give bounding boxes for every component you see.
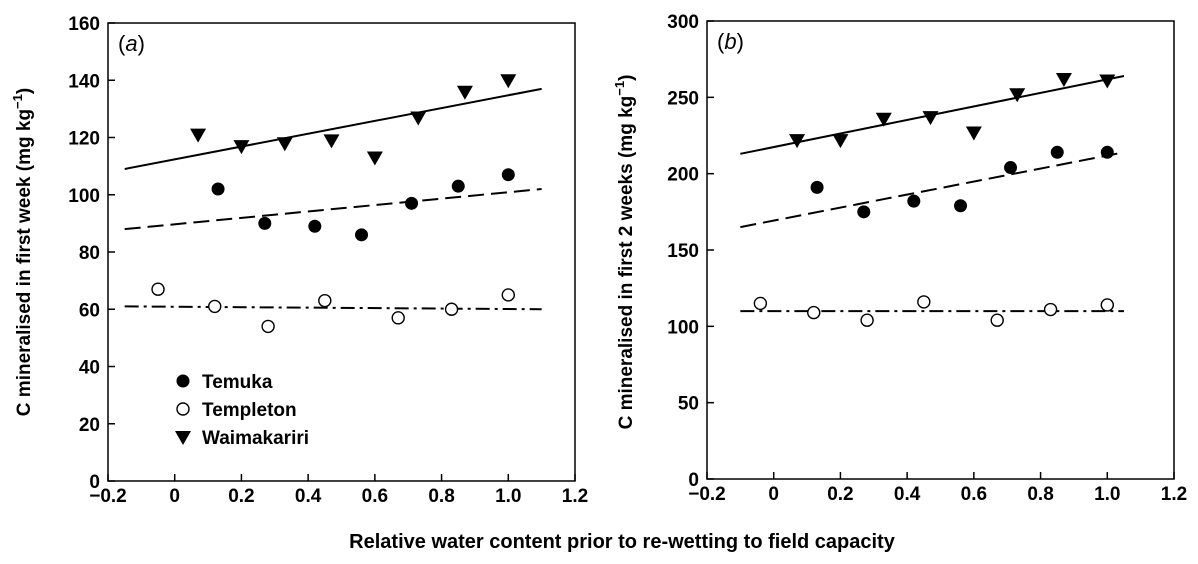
point-templeton [261,319,275,334]
point-temuka [211,182,225,196]
point-temuka [1004,161,1018,175]
y-tick-label: 150 [667,241,699,262]
point-templeton [151,282,165,296]
point-templeton [391,311,405,325]
fit-line-temuka [124,188,542,231]
point-temuka [857,205,871,219]
point-waimakariri [190,128,207,143]
point-waimakariri [832,134,849,149]
point-temuka [501,168,515,182]
point-templeton [501,288,515,302]
x-tick-label: 1.0 [1094,484,1120,505]
point-temuka [451,179,465,193]
point-waimakariri [1055,73,1072,88]
x-tick-label: 0.8 [428,486,454,507]
panel-label: (b) [717,29,744,54]
x-tick-label: 1.0 [495,486,521,507]
y-tick-label: 300 [667,12,699,33]
fit-line-waimakariri [124,87,542,170]
point-waimakariri [1099,74,1116,89]
x-tick-label: 0.4 [295,486,322,507]
y-axis-label: C mineralised in first 2 weeks (mg kg−1) [612,75,637,430]
x-axis-label: Relative water content prior to re-wetti… [349,531,896,553]
panel-label: (a) [118,31,145,56]
point-templeton [444,302,459,316]
y-tick-label: 200 [667,165,699,186]
point-templeton [1100,298,1114,312]
point-templeton [917,295,931,309]
x-tick-label: 0.6 [362,486,388,507]
point-waimakariri [233,140,250,155]
point-temuka [355,228,369,242]
legend-label: Temuka [202,372,273,393]
y-tick-label: 0 [89,472,100,493]
point-templeton [807,305,821,320]
x-tick-label: 1.2 [562,486,588,507]
x-tick-label: 0.4 [894,484,921,505]
x-tick-label: 0.6 [961,484,987,505]
y-tick-label: 120 [68,129,100,150]
point-waimakariri [366,151,383,166]
point-waimakariri [922,111,939,126]
y-tick-label: 140 [68,71,100,92]
x-tick-label: 0.2 [228,486,254,507]
legend-label: Waimakariri [202,428,309,449]
panel-a: −0.2 0 0.2 0.4 0.6 0.8 1.0 1.202040608010012014… [10,14,588,507]
point-waimakariri [500,74,517,89]
y-tick-label: 20 [79,415,100,436]
point-temuka [258,216,272,230]
point-waimakariri [875,112,892,127]
y-tick-label: 40 [79,358,100,379]
y-tick-label: 100 [667,317,699,338]
panel-b: −0.2 0 0.2 0.4 0.6 0.8 1.0 1.205010015020025030… [612,12,1187,505]
point-waimakariri [1009,88,1026,103]
y-tick-label: 100 [68,186,100,207]
point-templeton [990,313,1004,327]
legend-marker-temuka [176,374,190,388]
point-templeton [860,313,874,327]
x-tick-label: −0.2 [688,484,726,505]
fit-line-temuka [740,151,1125,229]
y-tick-label: 160 [68,14,100,35]
x-tick-label: −0.2 [89,486,127,507]
point-templeton [1043,302,1058,317]
x-tick-label: 1.2 [1161,484,1187,505]
point-temuka [405,196,419,210]
y-tick-label: 60 [79,300,100,321]
legend-label: Templeton [202,400,297,421]
point-temuka [810,180,824,194]
x-tick-label: 0 [768,484,779,505]
legend-marker-waimakariri [175,431,191,445]
x-tick-label: 0 [169,486,180,507]
point-templeton [318,293,332,308]
legend: Temuka Templeton Waimakariri [175,372,309,449]
y-tick-label: 50 [678,394,699,415]
point-temuka [308,219,322,233]
point-templeton [753,296,768,311]
y-tick-label: 80 [79,243,100,264]
plot-frame [706,20,1175,480]
point-waimakariri [410,111,427,126]
legend-marker-templeton [176,402,190,416]
point-waimakariri [323,134,340,149]
point-temuka [954,199,968,213]
point-temuka [1100,145,1114,159]
point-waimakariri [789,134,806,149]
x-tick-label: 0.2 [827,484,853,505]
x-tick-label: 0.8 [1027,484,1053,505]
y-tick-label: 250 [667,88,699,109]
y-tick-label: 0 [688,470,699,491]
point-templeton [208,299,222,314]
point-temuka [907,194,921,208]
point-waimakariri [965,126,982,141]
point-waimakariri [456,85,473,100]
point-waimakariri [276,137,293,152]
y-axis-label: C mineralised in first week (mg kg−1) [10,88,35,416]
point-temuka [1050,145,1064,159]
fit-line-templeton [124,305,542,311]
